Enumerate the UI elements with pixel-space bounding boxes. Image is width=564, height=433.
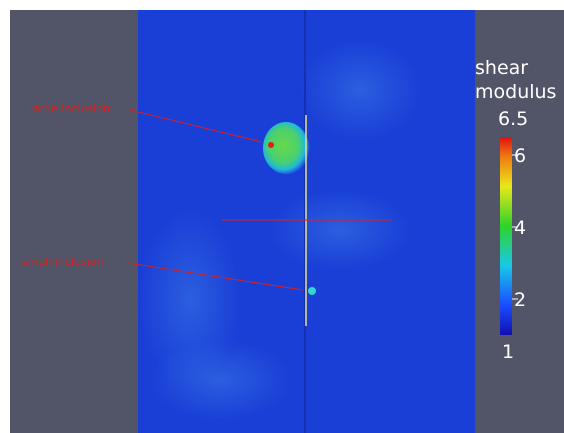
tick-label: 4 [514,217,526,239]
tick-label: 2 [514,289,526,311]
colorbar-ramp [500,137,512,335]
image [138,10,475,433]
annotation-label: large inclusion [30,102,110,115]
colorbar-min: 1 [502,341,514,363]
colorbar-title: modulus [475,81,556,103]
colorbar-max: 6.5 [498,108,528,130]
colorbar-title: shear [475,57,528,79]
viewer: large inclusion small inclusion shear mo… [0,0,564,433]
tick-label: 6 [514,145,526,167]
annotation-label: small inclusion [22,255,103,268]
